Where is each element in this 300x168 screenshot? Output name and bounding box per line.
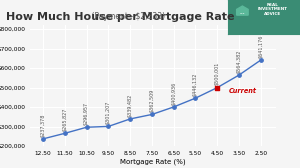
Text: ...: ... (240, 10, 245, 15)
Text: $301,207: $301,207 (106, 101, 111, 124)
Text: $446,132: $446,132 (193, 72, 198, 96)
Text: REAL
INVESTMENT
ADVICE: REAL INVESTMENT ADVICE (258, 3, 288, 16)
Point (193, 97, 198, 99)
Text: $641,176: $641,176 (258, 34, 263, 58)
Point (215, 86, 220, 89)
Text: $500,001: $500,001 (215, 62, 220, 85)
Text: Current: Current (229, 89, 257, 94)
Point (237, 74, 242, 76)
Text: $237,378: $237,378 (40, 113, 46, 137)
Text: $564,382: $564,382 (236, 49, 242, 73)
Point (171, 106, 176, 108)
Point (41, 138, 46, 140)
Point (215, 86, 220, 89)
Point (258, 59, 263, 61)
Text: $362,509: $362,509 (149, 89, 154, 112)
Point (84, 126, 89, 129)
Text: $339,482: $339,482 (128, 93, 133, 117)
Text: How Much House per Mortgage Rate: How Much House per Mortgage Rate (6, 12, 235, 22)
Text: $265,827: $265,827 (62, 108, 67, 131)
Point (128, 118, 133, 120)
Text: $296,957: $296,957 (84, 102, 89, 125)
Polygon shape (237, 6, 248, 15)
Point (106, 125, 111, 128)
Text: $400,936: $400,936 (171, 81, 176, 105)
X-axis label: Mortgage Rate (%): Mortgage Rate (%) (120, 159, 186, 165)
Text: (Payment - $2,333): (Payment - $2,333) (6, 12, 165, 21)
Point (62, 132, 67, 135)
Point (149, 113, 154, 116)
